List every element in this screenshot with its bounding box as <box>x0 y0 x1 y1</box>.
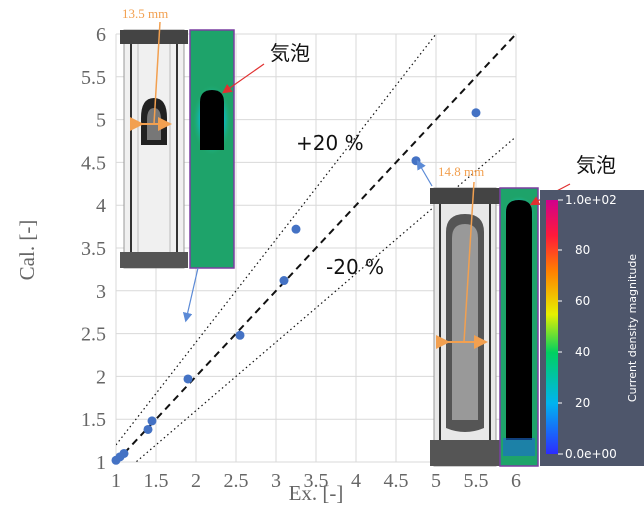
inset-simulation-small-bubble <box>189 29 235 269</box>
y-tick-label-1: 1.5 <box>81 409 106 431</box>
x-tick-label-3: 2.5 <box>224 470 249 492</box>
data-point-2 <box>119 448 129 458</box>
y-tick-label-0: 1 <box>96 452 106 474</box>
x-tick-label-5: 3.5 <box>304 470 329 492</box>
x-tick-label-7: 4.5 <box>384 470 409 492</box>
data-point-10 <box>471 108 481 118</box>
inset-simulation-large-bubble <box>499 187 539 467</box>
colorbar: 1.0e+02 80 60 40 20 0.0e+00 Current dens… <box>540 190 644 466</box>
colorbar-max-label: 1.0e+02 <box>565 193 617 207</box>
y-tick-label-2: 2 <box>96 366 106 388</box>
inset-photo-small-bubble <box>120 29 188 269</box>
x-tick-label-8: 5 <box>431 470 441 492</box>
dimension-leader-2 <box>463 181 475 343</box>
colorbar-title: Current density magnitude <box>626 254 639 402</box>
x-tick-label-6: 4 <box>351 470 361 492</box>
x-tick-label-4: 3 <box>271 470 281 492</box>
x-tick-label-10: 6 <box>511 470 521 492</box>
bubble-label-2: 気泡 <box>576 153 616 177</box>
y-tick-label-4: 3 <box>96 281 106 303</box>
y-tick-labels: 1 1.5 2 2.5 3 3.5 4 4.5 5 5.5 6 <box>81 24 106 474</box>
y-axis-title: Cal. [-] <box>15 220 39 281</box>
link-arrow-2 <box>416 159 433 187</box>
reference-lines <box>116 34 516 462</box>
y-tick-label-3: 2.5 <box>81 324 106 346</box>
reference-line-0 <box>116 34 516 462</box>
x-axis-title: Ex. [-] <box>289 481 344 505</box>
x-tick-label-1: 1.5 <box>144 470 169 492</box>
colorbar-tick-20: 20 <box>575 396 590 410</box>
x-tick-label-0: 1 <box>111 470 121 492</box>
y-tick-label-10: 6 <box>96 24 106 46</box>
colorbar-tick-40: 40 <box>575 345 590 359</box>
data-point-6 <box>235 330 245 340</box>
y-tick-label-8: 5 <box>96 110 106 132</box>
dimension-leader-1 <box>153 21 161 125</box>
data-point-4 <box>147 416 157 426</box>
link-arrow-1 <box>182 267 199 323</box>
reference-line-1 <box>116 34 437 446</box>
size-label-2: 14.8 mm <box>438 164 484 179</box>
y-tick-label-7: 4.5 <box>81 152 106 174</box>
y-tick-label-5: 3.5 <box>81 238 106 260</box>
colorbar-min-label: 0.0e+00 <box>565 447 617 461</box>
x-tick-label-9: 5.5 <box>464 470 489 492</box>
colorbar-tick-80: 80 <box>575 243 590 257</box>
colorbar-gradient <box>546 200 558 454</box>
y-tick-label-6: 4 <box>96 195 106 217</box>
x-tick-label-2: 2 <box>191 470 201 492</box>
size-label-1: 13.5 mm <box>122 6 168 21</box>
data-point-3 <box>143 424 153 434</box>
data-point-8 <box>291 224 301 234</box>
bubble-arrow-1 <box>222 63 265 94</box>
colorbar-tick-60: 60 <box>575 294 590 308</box>
y-tick-label-9: 5.5 <box>81 67 106 89</box>
x-tick-labels: 1 1.5 2 2.5 3 3.5 4 4.5 5 5.5 6 <box>111 470 521 492</box>
minus-20-label: -20 % <box>326 255 384 279</box>
plus-20-label: +20 % <box>296 131 364 155</box>
data-point-5 <box>183 374 193 384</box>
bubble-label-1: 気泡 <box>270 41 310 65</box>
data-points <box>111 108 481 465</box>
data-point-7 <box>279 276 289 286</box>
